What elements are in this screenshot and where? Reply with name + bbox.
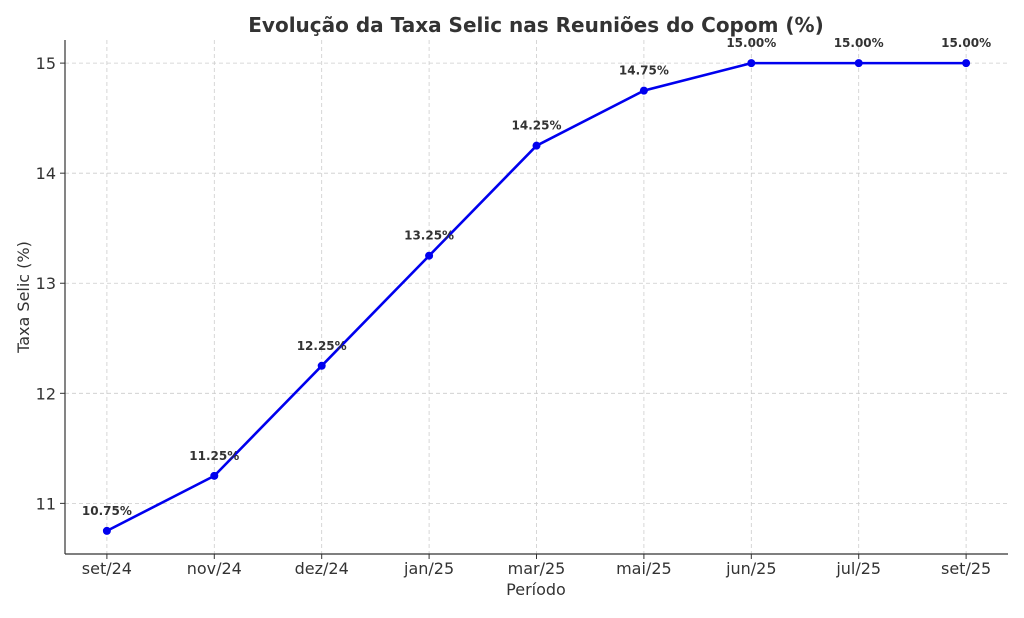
data-label: 15.00% bbox=[726, 36, 776, 50]
x-tick-label: nov/24 bbox=[187, 559, 242, 578]
data-point bbox=[532, 141, 541, 150]
data-point bbox=[210, 471, 219, 480]
data-label: 10.75% bbox=[82, 504, 132, 518]
x-tick-label: mar/25 bbox=[508, 559, 566, 578]
x-axis-label: Período bbox=[506, 580, 566, 599]
x-tick-label: set/25 bbox=[941, 559, 991, 578]
data-label: 15.00% bbox=[834, 36, 884, 50]
data-label: 13.25% bbox=[404, 229, 454, 243]
data-label: 14.25% bbox=[512, 119, 562, 133]
x-tick-label: jan/25 bbox=[403, 559, 454, 578]
data-point bbox=[854, 59, 863, 68]
y-axis-label: Taxa Selic (%) bbox=[14, 241, 33, 354]
x-tick-label: mai/25 bbox=[616, 559, 672, 578]
data-labels: 10.75% 11.25% 12.25% 13.25% 14.25% 14.75% 15.0… bbox=[82, 36, 991, 518]
data-point bbox=[962, 59, 971, 68]
grid bbox=[65, 40, 1008, 554]
y-tick-label: 12 bbox=[36, 384, 56, 403]
x-tick-label: set/24 bbox=[82, 559, 132, 578]
data-label: 14.75% bbox=[619, 64, 669, 78]
data-label: 15.00% bbox=[941, 36, 991, 50]
data-point bbox=[747, 59, 756, 68]
x-tick-label: dez/24 bbox=[295, 559, 349, 578]
x-tick-label: jul/25 bbox=[835, 559, 881, 578]
data-point bbox=[317, 361, 326, 370]
data-label: 11.25% bbox=[189, 449, 239, 463]
y-tick-label: 15 bbox=[36, 54, 56, 73]
series bbox=[102, 59, 971, 535]
data-point bbox=[639, 86, 648, 95]
data-label: 12.25% bbox=[297, 339, 347, 353]
tick-labels: set/24 nov/24 dez/24 jan/25 mar/25 mai/25 jun/… bbox=[36, 54, 992, 578]
y-tick-label: 14 bbox=[36, 164, 56, 183]
y-tick-label: 13 bbox=[36, 274, 56, 293]
x-tick-label: jun/25 bbox=[725, 559, 776, 578]
data-point bbox=[425, 251, 434, 260]
chart-title: Evolução da Taxa Selic nas Reuniões do C… bbox=[248, 13, 823, 37]
data-point bbox=[102, 526, 111, 535]
axes bbox=[60, 40, 1008, 559]
y-tick-label: 11 bbox=[36, 494, 56, 513]
